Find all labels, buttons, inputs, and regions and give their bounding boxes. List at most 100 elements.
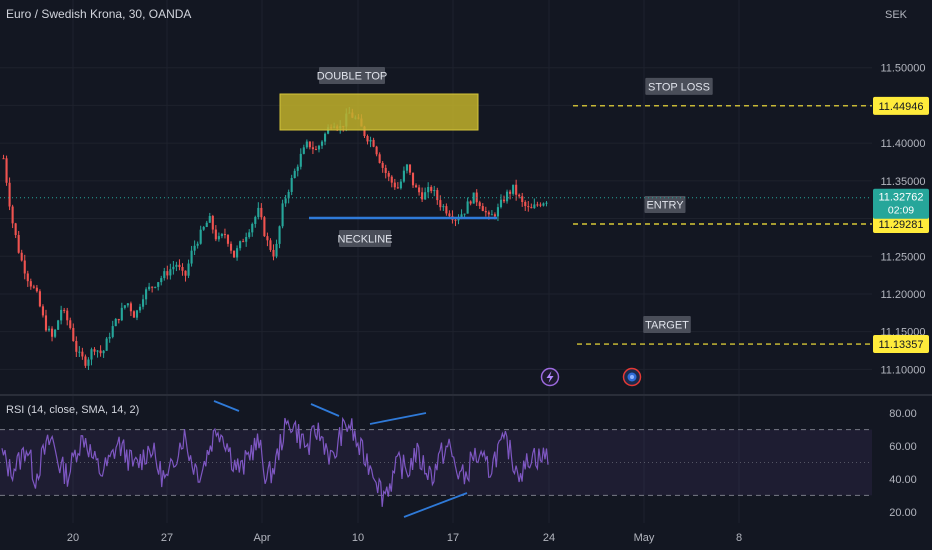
candle-body	[217, 236, 220, 240]
candle-body	[160, 278, 163, 283]
candle-body	[457, 218, 460, 221]
double-top-text: DOUBLE TOP	[317, 71, 388, 83]
candle-body	[205, 222, 208, 227]
target-label-bg	[643, 316, 691, 334]
candle-body	[50, 328, 54, 337]
candle-body	[402, 170, 405, 182]
lightning-icon[interactable]	[540, 367, 560, 387]
candle-body	[60, 309, 63, 321]
candle-body	[448, 213, 451, 217]
candle-body	[29, 281, 32, 287]
candle-body	[23, 260, 26, 274]
candle-body	[308, 141, 311, 148]
candle-body	[439, 200, 442, 208]
candle-body	[138, 306, 142, 311]
candle-body	[11, 206, 14, 224]
target-label: TARGET	[645, 320, 689, 332]
candle-body	[278, 226, 281, 244]
candle-body	[323, 133, 327, 142]
entry-price-label: 11.29281	[878, 219, 923, 231]
candle-body	[157, 282, 160, 287]
price-lines: STOP LOSS ENTRY TARGET	[573, 77, 872, 345]
candle-body	[424, 192, 427, 200]
stop-loss-label-bg	[645, 77, 713, 95]
candle-body	[232, 250, 236, 258]
candle-body	[396, 187, 399, 189]
rsi-tick-label: 80.00	[889, 408, 917, 420]
rsi-divergence-line-3	[369, 412, 427, 425]
candle-body	[463, 213, 466, 215]
rsi-divergence-line-1	[213, 400, 240, 412]
candle-body	[539, 204, 542, 206]
candle-body	[387, 173, 390, 177]
candle-body	[214, 229, 217, 240]
candle-body	[284, 198, 287, 204]
candle-body	[484, 211, 487, 213]
time-tick-label: 17	[447, 532, 459, 544]
time-tick-label: 10	[352, 532, 364, 544]
time-axis[interactable]: 20 27 Apr 10 17 24 May 8	[67, 532, 742, 544]
price-axis[interactable]: 11.5000011.4500011.4000011.3500011.30000…	[873, 63, 929, 377]
candle-body	[93, 349, 96, 352]
candle-body	[372, 139, 375, 147]
candle-body	[418, 187, 421, 193]
candle-body	[90, 349, 93, 360]
target-price-label: 11.13357	[878, 339, 923, 351]
candle-body	[78, 351, 81, 353]
rsi-divergence-line-2	[310, 403, 340, 417]
candle-body	[512, 184, 515, 194]
candle-body	[414, 185, 418, 188]
candle-body	[490, 214, 493, 216]
calendar-event-icon[interactable]	[622, 367, 642, 387]
rsi-label[interactable]: RSI (14, close, SMA, 14, 2)	[6, 404, 139, 416]
candle-body	[378, 154, 381, 163]
price-tick-label: 11.20000	[880, 289, 925, 301]
rsi-tick-label: 20.00	[889, 507, 917, 519]
candle-body	[272, 249, 275, 257]
candle-body	[454, 219, 457, 221]
rsi-axis[interactable]: 80.00 60.00 40.00 20.00	[889, 408, 917, 519]
candle-body	[242, 241, 245, 243]
rsi-divergence-line-4	[403, 492, 468, 518]
candle-body	[524, 201, 527, 207]
candle-body	[254, 217, 257, 224]
candle-body	[120, 307, 123, 321]
candle-body	[266, 236, 269, 241]
candle-body	[442, 206, 445, 208]
candle-body	[226, 235, 230, 244]
price-tick-label: 11.25000	[880, 251, 925, 263]
rsi-line	[1, 416, 549, 507]
candle-body	[257, 207, 260, 218]
current-price-label: 11.32762	[878, 192, 923, 204]
candle-body	[117, 318, 120, 321]
candle-body	[5, 158, 8, 183]
target-price-tag	[873, 335, 929, 354]
candle-body	[20, 252, 23, 261]
candle-body	[251, 223, 254, 233]
candle-body	[263, 217, 266, 237]
candle-body	[239, 241, 242, 249]
candle-body	[35, 287, 38, 292]
candle-body	[148, 286, 151, 290]
candle-body	[248, 232, 251, 238]
candle-body	[427, 187, 430, 193]
candle-body	[487, 212, 490, 215]
candle-body	[317, 145, 321, 150]
rsi-tick-label: 40.00	[889, 474, 917, 486]
candle-body	[84, 356, 87, 366]
candle-body	[515, 184, 518, 195]
candle-body	[496, 207, 500, 217]
candle-body	[111, 326, 114, 337]
symbol-title[interactable]: Euro / Swedish Krona, 30, OANDA	[6, 7, 191, 21]
double-top-box[interactable]	[279, 93, 479, 131]
candle-body	[466, 201, 469, 214]
annotations: DOUBLE TOP NECKLINE	[279, 67, 497, 247]
price-tick-label: 11.50000	[880, 63, 925, 75]
candle-body	[141, 299, 145, 307]
candle-body	[363, 126, 366, 137]
entry-price-tag	[873, 214, 929, 233]
entry-label: ENTRY	[646, 199, 684, 211]
candle-body	[390, 176, 393, 183]
price-tick-label: 11.40000	[880, 138, 925, 150]
